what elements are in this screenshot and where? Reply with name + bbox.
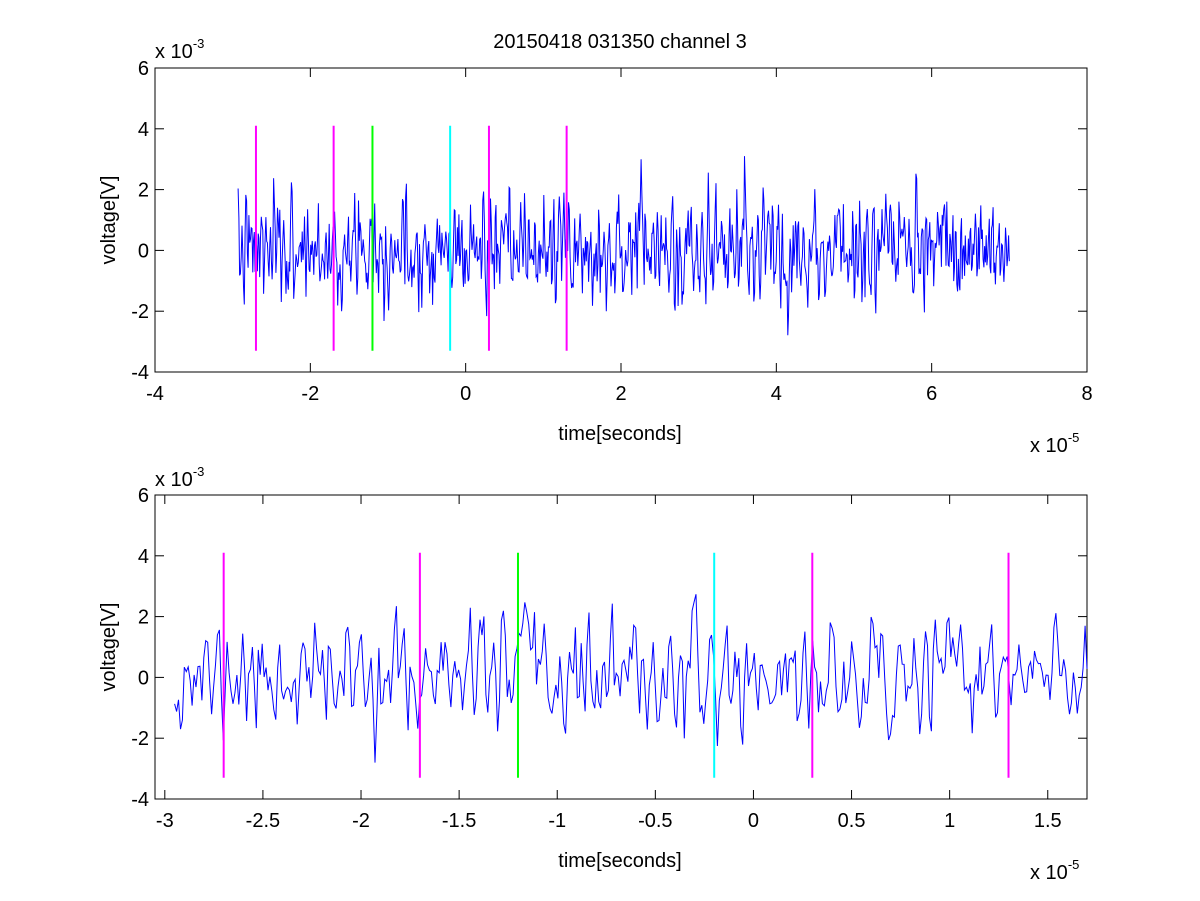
x-tick-label: 8 <box>1081 383 1092 405</box>
svg-text:x 10-5: x 10-5 <box>1030 430 1079 457</box>
figure-title: 20150418 031350 channel 3 <box>493 31 747 53</box>
y-ticks: -4 -2 0 2 4 6 <box>131 485 1087 811</box>
x-tick-label: 1.5 <box>1034 810 1062 832</box>
svg-text:x 10-3: x 10-3 <box>155 36 204 63</box>
y-tick-label: 2 <box>138 607 149 629</box>
y-tick-label: 0 <box>138 240 149 262</box>
x-tick-label: 0.5 <box>838 810 866 832</box>
y-tick-label: 2 <box>138 180 149 202</box>
x-tick-label: 6 <box>926 383 937 405</box>
x-axis-label: time[seconds] <box>558 423 681 445</box>
x-tick-label: 0 <box>748 810 759 832</box>
x-tick-label: 2 <box>615 383 626 405</box>
y-tick-label: -4 <box>131 789 149 811</box>
signal-layer <box>174 594 1088 763</box>
y-axis-label: voltage[V] <box>98 176 120 265</box>
y-tick-label: -2 <box>131 728 149 750</box>
svg-text:x 10-5: x 10-5 <box>1030 857 1079 884</box>
x-ticks: -3 -2.5 -2 -1.5 -1 -0.5 0 0.5 1 1.5 <box>156 495 1062 832</box>
y-tick-label: 0 <box>138 667 149 689</box>
x-tick-label: -0.5 <box>638 810 672 832</box>
x-tick-label: 1 <box>944 810 955 832</box>
x-tick-label: -1 <box>548 810 566 832</box>
x-ticks: -4 -2 0 2 4 6 8 <box>146 68 1093 405</box>
x-tick-label: -1.5 <box>442 810 476 832</box>
signal-layer <box>237 156 1010 336</box>
x-tick-label: 0 <box>460 383 471 405</box>
subplot-2: x 10-3 x 10-5 time[seconds] voltage[V] -… <box>98 464 1088 884</box>
y-tick-label: -4 <box>131 362 149 384</box>
svg-text:x 10-3: x 10-3 <box>155 464 204 491</box>
subplot-1: x 10-3 x 10-5 time[seconds] voltage[V] -… <box>98 36 1093 457</box>
axes-box <box>154 494 1088 800</box>
voltage-trace <box>237 156 1010 336</box>
x-axis-label: time[seconds] <box>558 850 681 872</box>
x-tick-label: -2 <box>352 810 370 832</box>
y-exponent-label: x 10-3 <box>155 36 204 63</box>
y-tick-label: 4 <box>138 546 149 568</box>
y-tick-label: 6 <box>138 485 149 507</box>
x-tick-label: -2.5 <box>246 810 280 832</box>
y-tick-label: 4 <box>138 119 149 141</box>
marker-layer <box>254 125 568 351</box>
x-tick-label: -2 <box>301 383 319 405</box>
y-tick-label: 6 <box>138 58 149 80</box>
x-exponent-label: x 10-5 <box>1030 857 1079 884</box>
x-tick-label: 4 <box>771 383 782 405</box>
y-exponent-label: x 10-3 <box>155 464 204 491</box>
y-tick-label: -2 <box>131 301 149 323</box>
y-axis-label: voltage[V] <box>98 603 120 692</box>
voltage-trace <box>174 594 1088 763</box>
x-tick-label: -4 <box>146 383 164 405</box>
x-tick-label: -3 <box>156 810 174 832</box>
marker-layer <box>222 552 1010 778</box>
y-ticks: -4 -2 0 2 4 6 <box>131 58 1087 384</box>
x-exponent-label: x 10-5 <box>1030 430 1079 457</box>
